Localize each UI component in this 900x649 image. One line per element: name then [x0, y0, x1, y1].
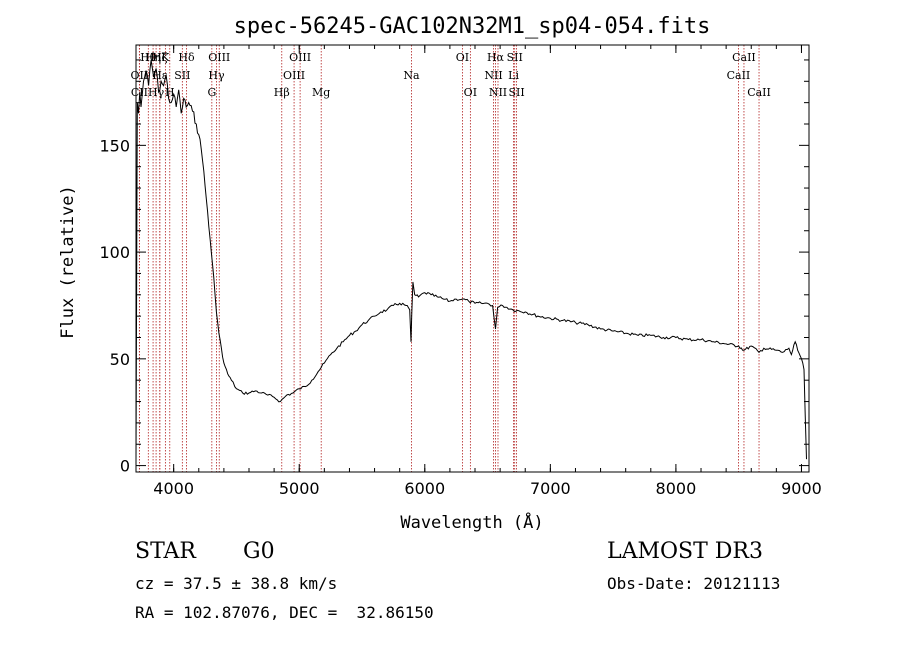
line-label: NII — [489, 86, 507, 99]
line-label: OI — [464, 86, 477, 99]
y-axis: 0 50 100 150 — [99, 59, 809, 476]
line-label: Hζ — [152, 51, 168, 64]
x-tick-label: 6000 — [404, 479, 445, 498]
x-axis-label: Wavelength (Å) — [400, 511, 543, 533]
object-class: STAR — [135, 539, 196, 564]
line-label: H — [165, 86, 175, 99]
line-label: OIII — [289, 51, 311, 64]
object-subclass: G0 — [243, 539, 275, 564]
line-label: Hδ — [178, 51, 195, 64]
line-label: Hγ — [148, 86, 165, 99]
line-label: Hγ — [208, 69, 225, 82]
x-tick-label: 9000 — [781, 479, 822, 498]
coords-text: RA = 102.87076, DEC = 32.86150 — [135, 603, 434, 622]
line-label: CaII — [727, 69, 751, 82]
line-label: Hα — [487, 51, 505, 64]
line-label: SII — [174, 69, 190, 82]
x-tick-label: 4000 — [153, 479, 194, 498]
plot-frame — [135, 44, 810, 473]
y-tick-label: 0 — [120, 457, 130, 476]
line-label: Li — [508, 69, 519, 82]
line-label: SII — [508, 86, 524, 99]
line-label: CaII — [747, 86, 771, 99]
y-axis-label: Flux (relative) — [58, 185, 78, 339]
line-label: OI — [456, 51, 469, 64]
line-label-group: OIICIIHθHηHεHζHγKHSIIHδGHγOIIIHβOIIIOIII… — [131, 51, 771, 99]
x-tick-label: 8000 — [656, 479, 697, 498]
line-label: OIII — [208, 51, 230, 64]
line-label: Mg — [312, 86, 330, 99]
x-axis: 4000 5000 6000 7000 8000 9000 — [153, 45, 822, 498]
line-label: Hθ — [140, 51, 157, 64]
y-tick-label: 100 — [99, 243, 130, 262]
line-label: K — [161, 51, 170, 64]
x-tick-label: 5000 — [279, 479, 320, 498]
x-tick-label: 7000 — [530, 479, 571, 498]
chart-title: spec-56245-GAC102N32M1_sp04-054.fits — [234, 14, 711, 39]
redshift-text: cz = 37.5 ± 38.8 km/s — [135, 574, 338, 593]
line-label: OIII — [283, 69, 305, 82]
line-label: CaII — [732, 51, 756, 64]
obs-date-text: Obs-Date: 20121113 — [607, 574, 781, 593]
line-marker-group — [138, 45, 760, 472]
line-label: Hβ — [274, 86, 290, 99]
line-label: Hε — [152, 69, 168, 82]
flux-series-line — [135, 59, 807, 462]
y-tick-label: 50 — [110, 350, 130, 369]
line-label: SII — [507, 51, 523, 64]
line-label: NII — [484, 69, 502, 82]
survey-name: LAMOST DR3 — [607, 539, 763, 564]
line-label: G — [207, 86, 216, 99]
line-label: Hη — [145, 51, 161, 64]
y-tick-label: 150 — [99, 136, 130, 155]
line-label: Na — [403, 69, 420, 82]
